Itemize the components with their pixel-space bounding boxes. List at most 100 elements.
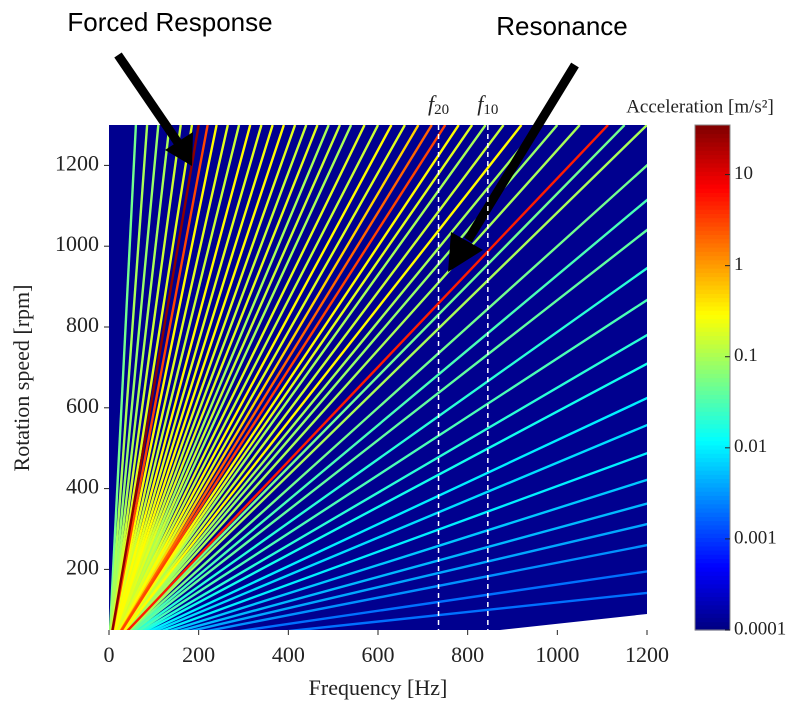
ray <box>132 228 647 630</box>
colorbar-step <box>695 251 730 257</box>
colorbar-step <box>695 217 730 223</box>
colorbar-step <box>695 268 730 273</box>
ray <box>116 125 330 630</box>
colorbar-step <box>695 545 730 551</box>
colorbar-step <box>695 301 730 307</box>
ray <box>109 125 160 630</box>
y-tick-label: 400 <box>66 474 99 499</box>
colorbar-step <box>695 592 730 597</box>
colorbar-step <box>695 449 730 454</box>
colorbar-step <box>695 137 730 143</box>
colorbar-step <box>695 491 730 496</box>
ray <box>118 125 393 630</box>
colorbar-step <box>695 162 730 168</box>
y-tick-label: 600 <box>66 393 99 418</box>
colorbar-step <box>695 226 730 231</box>
ray <box>112 125 229 630</box>
ray <box>122 125 487 630</box>
annotation: Resonance <box>496 11 628 41</box>
colorbar-step <box>695 364 730 370</box>
colorbar-step <box>695 600 730 606</box>
ray <box>189 522 647 630</box>
colorbar-step <box>695 520 730 526</box>
ray <box>123 125 523 630</box>
colorbar-label: Acceleration [m/s²] <box>626 96 774 117</box>
colorbar-step <box>695 596 730 602</box>
ray <box>115 125 308 630</box>
colorbar-step <box>695 495 730 501</box>
colorbar-step <box>695 154 730 160</box>
colorbar-step <box>695 478 730 484</box>
colorbar-step <box>695 293 730 299</box>
colorbar-step <box>695 247 730 252</box>
y-axis-label: Rotation speed [rpm] <box>9 285 34 472</box>
colorbar-step <box>695 200 730 206</box>
ray <box>110 125 182 630</box>
empty-region <box>500 614 647 632</box>
ray <box>109 125 149 630</box>
x-tick-label: 1200 <box>625 642 669 667</box>
colorbar-step <box>695 335 730 341</box>
ray <box>120 125 433 630</box>
colorbar-step <box>695 284 730 290</box>
colorbar-step <box>695 583 730 589</box>
colorbar-step <box>695 461 730 467</box>
ray <box>135 266 647 630</box>
colorbar-step <box>695 406 730 412</box>
colorbar-step <box>695 381 730 387</box>
ray <box>120 125 447 630</box>
colorbar-step <box>695 150 730 156</box>
ray <box>137 298 647 630</box>
colorbar-step <box>695 411 730 416</box>
ray <box>116 125 353 630</box>
ray <box>131 198 647 630</box>
annotation: Forced Response <box>67 7 272 37</box>
ray <box>112 125 241 630</box>
ray <box>111 125 200 630</box>
ray <box>127 125 647 630</box>
colorbar-step <box>695 272 730 278</box>
colorbar-step <box>695 352 730 358</box>
colorbar-step <box>695 432 730 438</box>
colorbar-step <box>695 146 730 151</box>
colorbar-tick-label: 0.01 <box>734 436 767 457</box>
colorbar-step <box>695 428 730 433</box>
colorbar-tick-label: 10 <box>734 163 753 184</box>
colorbar-step <box>695 377 730 383</box>
colorbar-step <box>695 276 730 282</box>
x-tick-label: 1000 <box>535 642 579 667</box>
colorbar-step <box>695 554 730 560</box>
ray <box>129 163 647 630</box>
arrowhead <box>448 232 483 272</box>
ray <box>119 125 420 630</box>
colorbar-step <box>695 621 730 627</box>
x-tick-label: 800 <box>451 642 484 667</box>
marker-subscript: 10 <box>483 102 498 118</box>
colorbar-step <box>695 322 730 328</box>
colorbar-step <box>695 541 730 547</box>
ray <box>178 502 647 630</box>
colorbar-step <box>695 423 730 429</box>
ray <box>114 125 285 630</box>
colorbar-step <box>695 507 730 513</box>
colorbar-step <box>695 331 730 337</box>
colorbar-step <box>695 529 730 534</box>
ray <box>113 125 263 630</box>
colorbar-step <box>695 474 730 480</box>
colorbar-step <box>695 373 730 379</box>
colorbar-step <box>695 398 730 404</box>
colorbar-tick-label: 1 <box>734 254 744 275</box>
ray <box>117 125 380 630</box>
ray <box>126 125 609 630</box>
colorbar-step <box>695 571 730 576</box>
ray <box>117 125 366 630</box>
ray <box>122 125 505 630</box>
colorbar-step <box>695 402 730 408</box>
colorbar-step <box>695 196 730 202</box>
colorbar-step <box>695 516 730 522</box>
colorbar-step <box>695 167 730 172</box>
colorbar-tick-label: 0.0001 <box>734 618 786 639</box>
ray <box>144 362 647 630</box>
arrowhead <box>165 132 193 166</box>
marker-label: f20 <box>428 91 449 118</box>
